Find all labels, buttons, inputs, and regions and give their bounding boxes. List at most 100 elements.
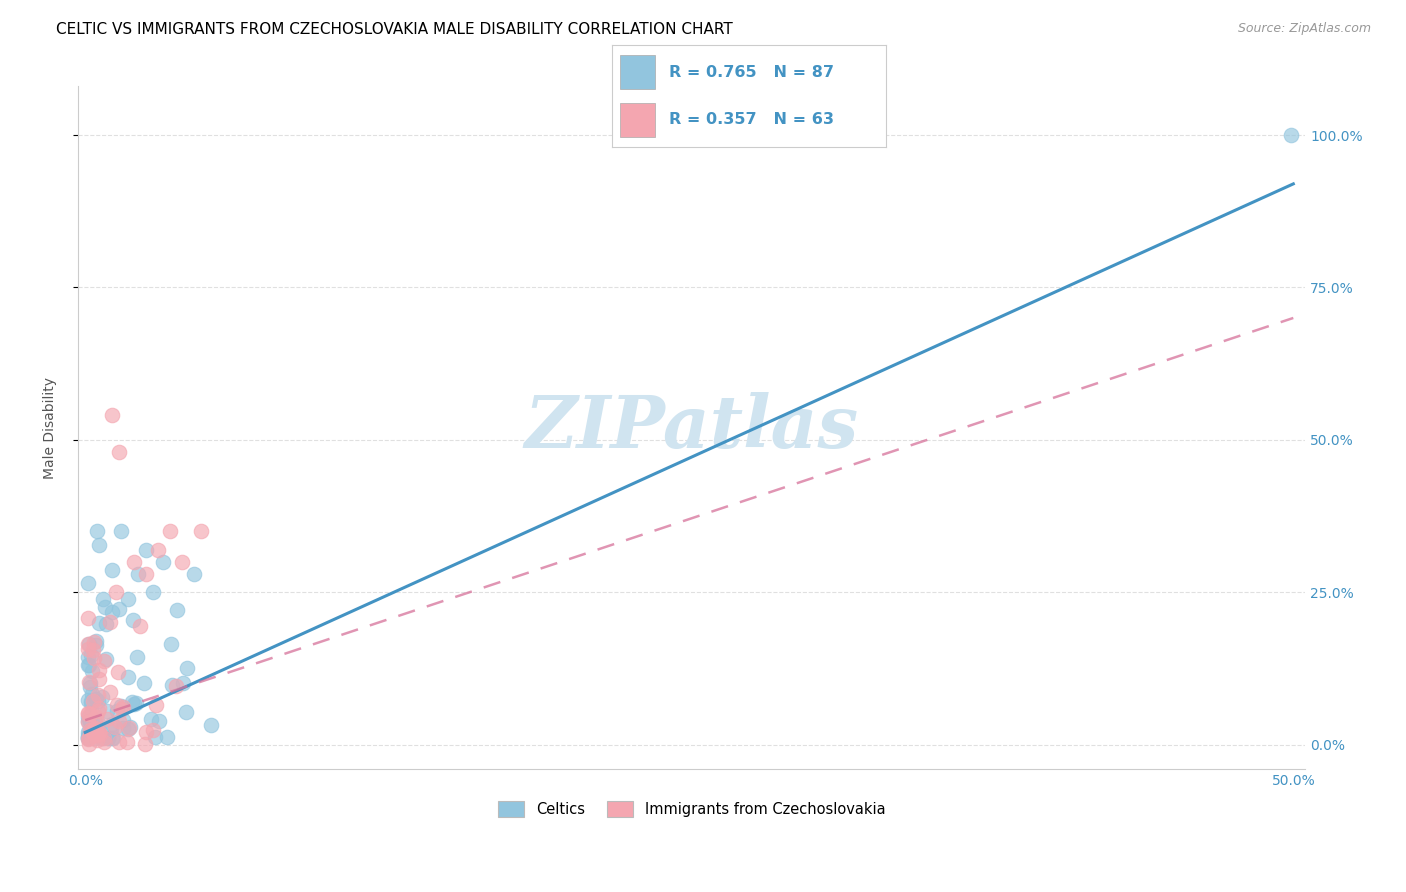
Point: [76, 715, 98, 730]
Point: [80, 648, 103, 662]
Text: Source: ZipAtlas.com: Source: ZipAtlas.com: [1237, 22, 1371, 36]
Point: [101, 731, 124, 746]
Point: [90, 731, 112, 746]
Point: [83, 635, 105, 649]
Point: [80, 664, 103, 678]
Point: [176, 705, 198, 719]
Point: [110, 524, 132, 539]
Point: [143, 731, 166, 745]
Point: [105, 704, 128, 718]
Point: [76, 657, 98, 672]
Point: [83, 722, 105, 736]
Point: [155, 730, 177, 744]
Point: [87, 715, 110, 730]
Point: [121, 695, 143, 709]
Point: [125, 650, 148, 665]
Point: [80, 724, 103, 739]
Point: [76, 575, 98, 590]
Point: [108, 445, 131, 459]
Point: [105, 698, 128, 713]
Point: [93, 735, 115, 749]
Point: [76, 706, 98, 720]
Point: [83, 721, 105, 735]
Point: [100, 563, 122, 577]
Point: [108, 714, 131, 729]
Point: [79, 723, 101, 738]
Point: [77, 731, 100, 746]
Point: [83, 722, 105, 736]
Point: [87, 672, 110, 686]
Point: [79, 680, 101, 694]
Point: [79, 706, 101, 721]
Point: [94, 599, 117, 614]
Point: [183, 566, 205, 581]
Point: [111, 699, 134, 714]
Point: [80, 696, 103, 710]
Point: [93, 731, 115, 745]
Point: [83, 651, 105, 665]
Point: [118, 721, 141, 735]
Point: [76, 732, 98, 747]
Point: [166, 603, 188, 617]
Point: [76, 637, 98, 651]
Point: [112, 721, 135, 735]
Point: [82, 724, 104, 739]
Point: [76, 610, 98, 624]
Point: [135, 566, 157, 581]
Point: [125, 696, 148, 710]
Point: [104, 585, 127, 599]
Point: [79, 676, 101, 690]
Point: [84, 728, 107, 742]
Point: [76, 731, 98, 746]
Point: [100, 722, 122, 736]
Point: [80, 694, 103, 708]
Text: R = 0.765   N = 87: R = 0.765 N = 87: [669, 65, 834, 79]
Point: [84, 714, 107, 729]
Point: [100, 731, 122, 746]
Point: [87, 721, 110, 735]
Point: [84, 638, 107, 652]
Point: [97, 731, 120, 746]
Point: [83, 723, 105, 738]
Point: [91, 690, 114, 705]
Point: [89, 701, 111, 715]
Point: [79, 714, 101, 728]
Point: [76, 650, 98, 665]
Point: [115, 735, 138, 749]
Point: [165, 679, 187, 693]
Point: [172, 676, 194, 690]
Point: [162, 678, 184, 692]
Point: [160, 637, 183, 651]
Point: [146, 542, 169, 557]
Point: [117, 670, 139, 684]
Point: [77, 737, 100, 751]
Point: [87, 616, 110, 631]
Point: [108, 735, 131, 749]
Point: [200, 717, 222, 731]
Point: [89, 663, 111, 677]
FancyBboxPatch shape: [620, 55, 655, 88]
Point: [82, 687, 104, 701]
Point: [98, 685, 121, 699]
Point: [117, 592, 139, 607]
Point: [84, 709, 107, 723]
Point: [128, 618, 150, 632]
Point: [96, 617, 118, 632]
Legend: Celtics, Immigrants from Czechoslovakia: Celtics, Immigrants from Czechoslovakia: [492, 796, 891, 823]
Point: [145, 698, 167, 712]
Point: [86, 689, 108, 703]
Point: [77, 693, 100, 707]
Point: [122, 697, 145, 711]
Point: [148, 714, 170, 728]
Point: [122, 555, 145, 569]
Point: [79, 714, 101, 729]
Point: [135, 725, 157, 739]
Point: [122, 613, 145, 627]
Point: [132, 675, 155, 690]
Point: [107, 665, 129, 680]
Point: [110, 698, 132, 713]
Point: [104, 720, 127, 734]
Point: [89, 727, 111, 741]
FancyBboxPatch shape: [620, 103, 655, 137]
Point: [127, 566, 149, 581]
